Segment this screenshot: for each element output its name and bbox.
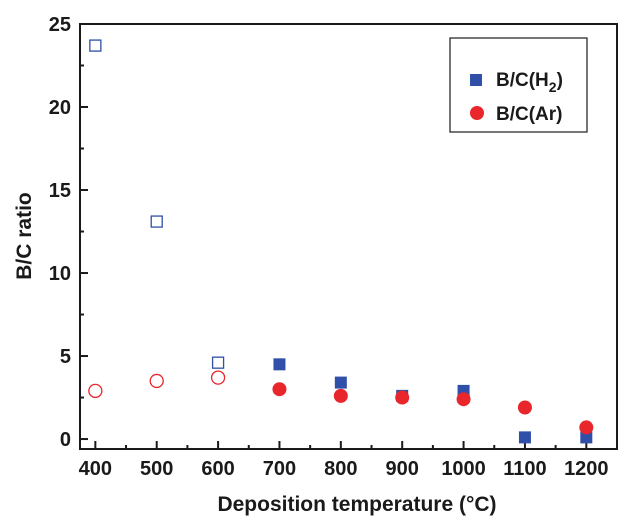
ar-point-filled xyxy=(333,388,348,403)
axis-tick-labels: 400 500 600 700 800 900 1000 1100 1200 0 5 10 15 20 25 xyxy=(49,14,609,480)
y-tick-label: 5 xyxy=(60,346,71,368)
y-axis-title: B/C ratio xyxy=(13,192,36,280)
h2-point-filled xyxy=(518,431,531,444)
ar-point-open xyxy=(210,370,226,385)
h2-point-filled xyxy=(334,376,347,389)
x-tick-label: 400 xyxy=(79,458,112,480)
legend-marker-h2 xyxy=(470,74,482,86)
h2-point-open xyxy=(89,39,102,52)
h2-point-filled xyxy=(580,431,593,444)
ar-point-filled xyxy=(395,390,410,405)
ar-point-filled xyxy=(272,382,287,397)
legend-marker-ar xyxy=(470,106,484,120)
x-tick-label: 800 xyxy=(324,458,357,480)
x-tick-label: 900 xyxy=(386,458,419,480)
h2-point-open xyxy=(211,356,225,369)
ar-point-filled xyxy=(517,400,532,415)
h2-point-filled xyxy=(273,358,286,371)
ar-point-filled xyxy=(579,420,594,435)
legend-label-ar: B/C(Ar) xyxy=(496,104,563,125)
y-tick-label: 10 xyxy=(49,263,71,285)
x-tick-label: 600 xyxy=(201,458,234,480)
legend: B/C(H2) B/C(Ar) xyxy=(449,37,588,133)
x-tick-label: 1100 xyxy=(503,458,546,480)
y-tick-label: 0 xyxy=(60,429,71,451)
x-tick-label: 1200 xyxy=(564,458,609,480)
y-tick-label: 15 xyxy=(49,180,71,202)
ar-point-filled xyxy=(456,392,471,407)
legend-label-h2: B/C(H2) xyxy=(496,70,563,95)
h2-point-open xyxy=(150,215,163,228)
axis-ticks xyxy=(80,23,588,449)
data-points xyxy=(88,39,594,444)
y-tick-label: 25 xyxy=(49,14,71,36)
x-tick-label: 500 xyxy=(140,458,173,480)
y-tick-label: 20 xyxy=(49,97,71,119)
x-axis-title: Deposition temperature (°C) xyxy=(217,493,496,516)
ar-point-open xyxy=(149,373,164,389)
x-tick-label: 700 xyxy=(263,458,296,480)
plot-frame xyxy=(79,23,618,450)
ar-point-open xyxy=(88,383,103,399)
x-tick-label: 1000 xyxy=(441,458,486,480)
